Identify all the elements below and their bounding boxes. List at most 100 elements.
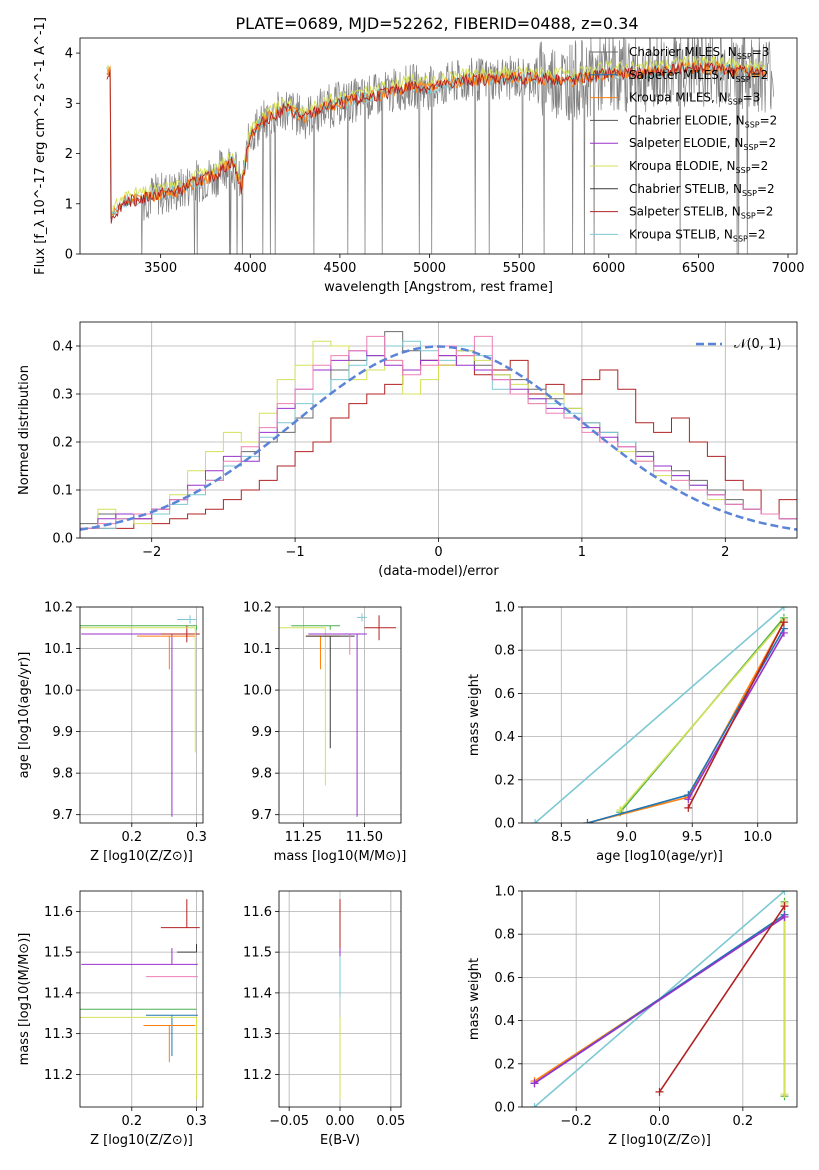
x-tick-label: 7000 — [771, 261, 804, 276]
x-tick-label: 10.0 — [743, 830, 772, 845]
data-point — [530, 1079, 539, 1088]
x-tick-label: 0.2 — [121, 830, 142, 845]
histogram-pink — [80, 335, 797, 538]
data-point — [780, 1090, 789, 1099]
gaussian-curve — [80, 345, 797, 531]
y-tick-label: 11.6 — [243, 905, 272, 920]
errorbar-kroupa_elodie — [279, 627, 326, 786]
x-tick-label: 0.3 — [186, 830, 207, 845]
x-axis-label: age [log10(age/yr)] — [596, 849, 723, 864]
errorbar-kroupa_stelib — [177, 615, 197, 624]
plot-area — [531, 607, 788, 823]
series-kroupa_elodie — [780, 899, 789, 1099]
y-tick-label: 0.6 — [494, 687, 515, 702]
panel-mass_vs_Z: 0.2 0.3 11.2 11.3 11.4 11.5 11.6 Z [log10(Z/Z⊙)… — [17, 890, 207, 1148]
x-tick-label: 8.5 — [551, 830, 572, 845]
axes-frame — [79, 37, 798, 255]
data-point — [655, 1087, 664, 1096]
y-tick-label: 0.1 — [52, 484, 73, 499]
data-point — [684, 795, 693, 804]
axes-frame — [278, 606, 402, 824]
data-point — [780, 912, 789, 921]
legend-entry: Chabrier MILES, NSSP=3 — [629, 45, 769, 61]
y-tick-label: 0.8 — [494, 928, 515, 943]
y-tick-label: 0.3 — [52, 388, 73, 403]
x-tick-label: 6000 — [592, 261, 625, 276]
x-axis-label: Z [log10(Z/Z⊙)] — [90, 849, 193, 864]
x-tick-label: 4000 — [234, 261, 267, 276]
y-tick-label: 9.7 — [251, 808, 272, 823]
observed-spectrum — [106, 38, 775, 254]
legend-entry: Kroupa ELODIE, NSSP=2 — [629, 159, 768, 175]
x-tick-label: 0.3 — [186, 1114, 207, 1129]
data-point — [530, 1103, 539, 1107]
y-tick-label: 0.6 — [494, 971, 515, 986]
x-tick-label: −0.05 — [269, 1114, 309, 1129]
errorbar-kroupa_elodie — [80, 627, 196, 753]
x-tick-label: 11.25 — [285, 830, 322, 845]
y-tick-label: 0.4 — [494, 1014, 515, 1029]
x-tick-label: 2 — [721, 545, 729, 560]
x-axis-label: Z [log10(Z/Z⊙)] — [90, 1133, 193, 1148]
errorbar-salpeter_elodie — [308, 633, 367, 817]
legend-entry: Kroupa STELIB, NSSP=2 — [629, 227, 766, 243]
legend-entry: Salpeter STELIB, NSSP=2 — [629, 205, 773, 221]
errorbar-salpeter_stelib — [160, 899, 200, 929]
y-tick-label: 0.2 — [494, 773, 515, 788]
panel-massweight_vs_age: 8.5 9.0 9.5 10.0 0.0 0.2 0.4 0.6 0.8 1.0 age [log1… — [467, 601, 798, 864]
y-axis-label: Flux [f_λ 10^-17 erg cm^-2 s^-1 A^-1] — [33, 17, 48, 275]
axes-frame — [79, 890, 204, 1108]
data-point — [780, 902, 789, 911]
y-tick-label: 11.2 — [243, 1068, 272, 1083]
errorbar-salpeter_stelib — [160, 625, 200, 643]
errorbar-kroupa_stelib — [357, 613, 367, 622]
y-tick-label: 2 — [65, 147, 73, 162]
series-kroupa_stelib — [531, 607, 788, 823]
series-line — [658, 905, 786, 1093]
y-tick-label: 11.2 — [44, 1068, 73, 1083]
y-tick-label: 0.0 — [52, 532, 73, 547]
y-tick-label: 4 — [65, 47, 73, 62]
plot-area — [80, 899, 200, 1099]
panel-massweight_vs_Z: −0.2 0.0 0.2 0.0 0.2 0.4 0.6 0.8 1.0 Z [log10(Z/Z… — [467, 885, 798, 1148]
data-point — [779, 618, 788, 627]
plot-area — [106, 38, 775, 254]
legend: Chabrier MILES, NSSP=3 Salpeter MILES, NS… — [590, 45, 777, 243]
plot-area — [279, 613, 397, 817]
y-tick-label: 1.0 — [494, 601, 515, 616]
figure-title: PLATE=0689, MJD=52262, FIBERID=0488, z=0… — [235, 14, 638, 33]
grid-lines — [80, 891, 203, 1107]
errorbar-salpeter_elodie — [81, 948, 198, 965]
panel-spectrum: 3500 4000 4500 5000 5500 6000 6500 7000 0 1 2 3 4 wav… — [33, 17, 805, 295]
series-line — [534, 916, 785, 1084]
panel-age_vs_mass: 11.25 11.50 9.7 9.8 9.9 10.0 10.1 10.2 mass [log… — [243, 601, 406, 865]
y-tick-label: 10.2 — [243, 601, 272, 616]
model-salpeter_stelib — [106, 61, 767, 224]
x-tick-label: 9.5 — [682, 830, 703, 845]
x-tick-label: 4500 — [323, 261, 356, 276]
x-tick-label: 11.50 — [346, 830, 383, 845]
legend-entry: Kroupa MILES, NSSP=3 — [629, 91, 760, 107]
y-axis-label: Normed distribution — [17, 365, 32, 495]
grid-lines — [279, 606, 401, 823]
legend-entry: Chabrier ELODIE, NSSP=2 — [629, 113, 777, 129]
y-tick-label: 9.8 — [52, 767, 73, 782]
data-point — [684, 803, 693, 812]
series-line — [687, 621, 785, 809]
errorbar-salpeter_stelib — [364, 615, 397, 641]
legend: 𝒩(0, 1) — [696, 337, 781, 352]
x-tick-label: 5000 — [413, 261, 446, 276]
data-point — [780, 891, 789, 895]
y-tick-label: 11.6 — [44, 905, 73, 920]
errorbar-chabrier_stelib — [305, 635, 355, 749]
y-tick-label: 10.0 — [44, 684, 73, 699]
errorbar-kroupa_miles — [136, 635, 196, 670]
x-tick-label: 3500 — [144, 261, 177, 276]
y-tick-label: 10.2 — [44, 601, 73, 616]
errorbar-kroupa_miles — [143, 1024, 196, 1063]
y-tick-label: 10.1 — [44, 642, 73, 657]
y-tick-label: 0.0 — [494, 1101, 515, 1116]
legend-entry: Chabrier STELIB, NSSP=2 — [629, 182, 775, 198]
y-tick-label: 11.3 — [44, 1027, 73, 1042]
panel-mass_vs_ebv: −0.05 0.00 0.05 11.2 11.3 11.4 11.5 11.6 E(B-V) — [243, 890, 405, 1148]
